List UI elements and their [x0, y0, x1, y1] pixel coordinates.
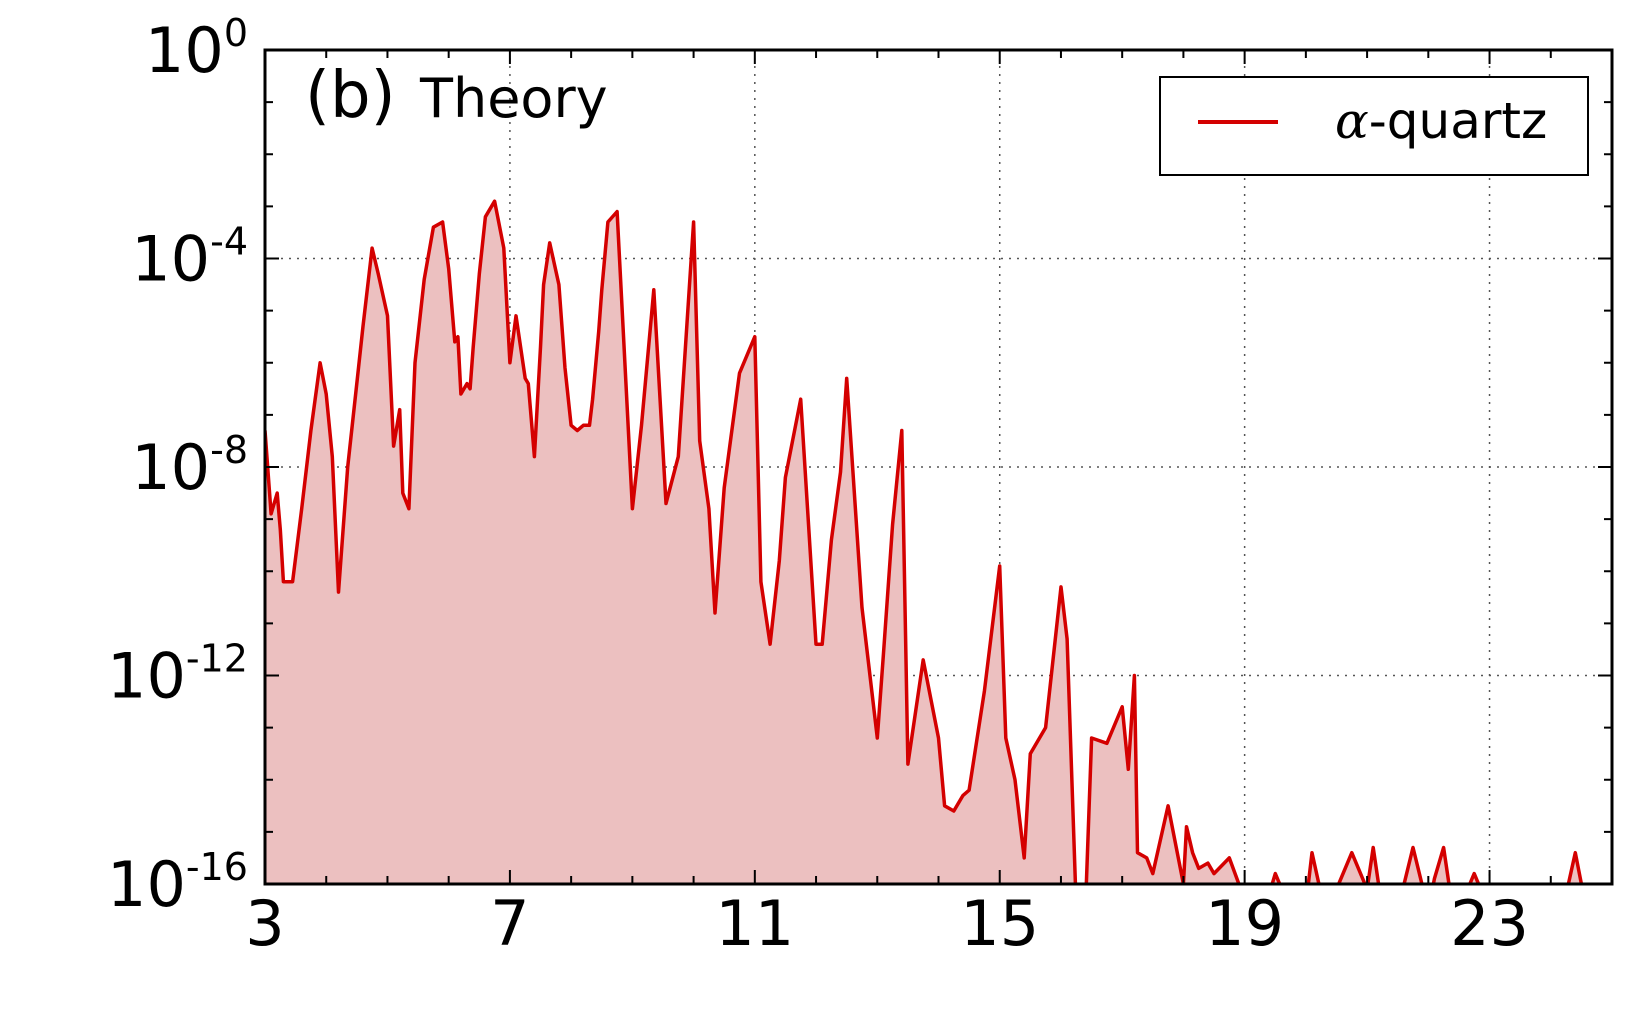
x-tick-label: 23 — [1450, 887, 1529, 960]
x-tick-label: 15 — [960, 887, 1039, 960]
x-tick-label: 3 — [245, 887, 284, 960]
x-tick-label: 11 — [715, 887, 794, 960]
x-tick-labels: 3 7 11 15 19 23 — [245, 887, 1529, 960]
x-tick-label: 7 — [490, 887, 529, 960]
y-tick-label: 100 — [145, 11, 248, 87]
plot-frame — [263, 48, 1614, 886]
panel-label: (b) — [305, 59, 396, 133]
panel-title: Theory — [419, 67, 608, 130]
y-tick-label: 10-4 — [131, 220, 248, 296]
x-tick-label: 19 — [1205, 887, 1284, 960]
y-tick-labels: 100 10-4 10-8 10-12 10-16 — [107, 11, 248, 921]
legend-symbol: α — [1335, 92, 1369, 150]
legend-text: -quartz — [1369, 92, 1548, 150]
spectrum-area-fill — [265, 201, 1582, 884]
legend-label: α-quartz — [1335, 92, 1547, 150]
spectrum-series-line — [265, 199, 1584, 884]
y-tick-label: 10-8 — [131, 428, 248, 504]
legend-box — [1159, 76, 1589, 176]
y-tick-label: 10-16 — [107, 845, 248, 921]
y-tick-label: 10-12 — [107, 637, 248, 713]
legend: α-quartz — [1159, 76, 1589, 176]
